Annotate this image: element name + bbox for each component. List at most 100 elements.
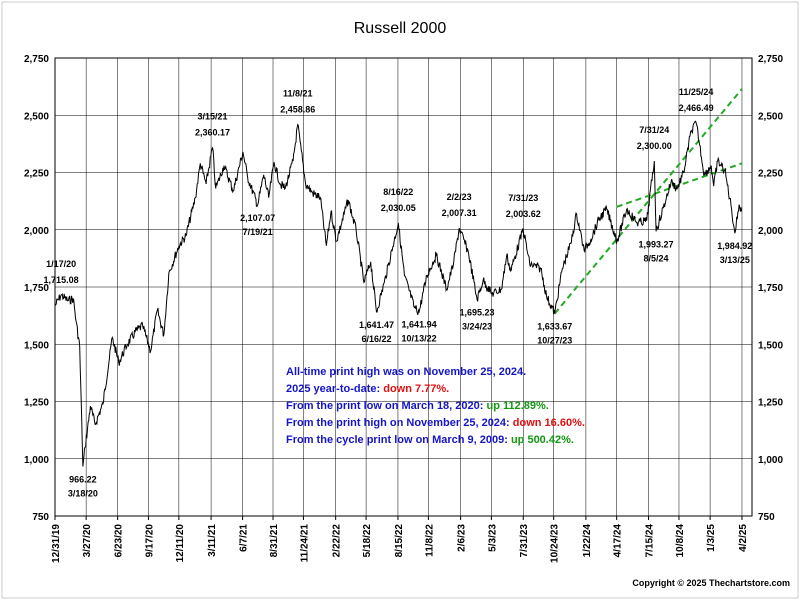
y-tick-label-left: 1,250 — [24, 398, 49, 409]
annotation-label: 3/15/21 — [197, 111, 227, 121]
y-axis-left: 750 1,000 1,250 1,500 1,750 2,000 2,250 2,500 2,… — [24, 54, 49, 523]
x-tick-label: 2/22/22 — [332, 524, 343, 558]
annotation-label: 1,993.27 — [639, 239, 674, 249]
annotation-label: 1,641.47 — [359, 320, 394, 330]
y-tick-label-left: 1,000 — [24, 455, 49, 466]
annotation-label: 3/18/20 — [68, 489, 98, 499]
note-ytd-label: 2025 year-to-date: — [286, 383, 384, 395]
annotation-label: 10/27/23 — [537, 336, 572, 346]
annotation-label: 1/17/20 — [46, 259, 76, 269]
trendlines — [553, 88, 743, 315]
annotation-label: 7/31/24 — [639, 125, 669, 135]
x-tick-label: 8/31/21 — [269, 524, 280, 558]
y-tick-label-left: 1,500 — [24, 340, 49, 351]
y-tick-label-left: 1,750 — [24, 283, 49, 294]
annotation-label: 2,360.17 — [195, 127, 230, 137]
x-tick-label: 1/22/24 — [582, 524, 593, 558]
annotation-label: 1,633.67 — [537, 322, 572, 332]
annotation-label: 8/16/22 — [383, 187, 413, 197]
x-tick-label: 12/11/20 — [175, 524, 186, 563]
trendline — [616, 162, 743, 208]
annotation-label: 7/31/23 — [508, 193, 538, 203]
y-tick-label-left: 750 — [32, 512, 49, 523]
note-from-2024-high: From the print high on November 25, 2024… — [286, 415, 585, 432]
annotation-label: 2,003.62 — [506, 209, 541, 219]
annotation-label: 1,641.94 — [402, 320, 437, 330]
note-from-2009-low-value: up 500.42%. — [510, 434, 574, 446]
x-tick-label: 12/31/19 — [51, 524, 62, 563]
x-tick-label: 9/17/20 — [144, 524, 155, 558]
y-tick-label-right: 1,500 — [758, 340, 783, 351]
y-tick-label-right: 1,250 — [758, 398, 783, 409]
note-all-time-high: All-time print high was on November 25, … — [286, 366, 527, 378]
y-tick-label-right: 750 — [758, 512, 775, 523]
y-tick-label-left: 2,500 — [24, 111, 49, 122]
y-tick-label-right: 1,750 — [758, 283, 783, 294]
x-tick-label: 1/3/25 — [706, 524, 717, 552]
note-ytd: 2025 year-to-date: down 7.77%. — [286, 381, 585, 398]
x-axis: 12/31/19 3/27/20 6/23/20 9/17/20 12/11/20 3/1… — [51, 516, 749, 563]
x-tick-label: 6/7/21 — [239, 524, 250, 552]
y-tick-label-left: 2,000 — [24, 226, 49, 237]
note-from-2009-low-label: From the cycle print low on March 9, 200… — [286, 434, 511, 446]
annotation-label: 2,030.05 — [381, 203, 416, 213]
grid-lines — [54, 58, 752, 516]
y-tick-label-left: 2,750 — [24, 54, 49, 65]
annotation-label: 2,007.31 — [442, 208, 477, 218]
annotation-label: 3/24/23 — [462, 322, 492, 332]
note-from-2024-high-value: down 16.60%. — [512, 417, 585, 429]
x-tick-label: 7/15/24 — [645, 524, 656, 558]
annotation-label: 2,466.49 — [679, 103, 714, 113]
price-line — [54, 120, 743, 467]
note-from-2020-low: From the print low on March 18, 2020: up… — [286, 398, 585, 415]
x-tick-label: 3/11/21 — [207, 524, 218, 557]
x-tick-label: 10/24/23 — [550, 524, 561, 563]
performance-notes: All-time print high was on November 25, … — [286, 364, 585, 449]
x-tick-label: 5/3/23 — [487, 524, 498, 552]
annotation-label: 1,695.23 — [460, 308, 495, 318]
chart-title: Russell 2000 — [353, 20, 447, 37]
note-from-2020-low-label: From the print low on March 18, 2020: — [286, 400, 487, 412]
y-axis-right: 750 1,000 1,250 1,500 1,750 2,000 2,250 2,500 2,… — [758, 54, 783, 523]
y-tick-label-right: 1,000 — [758, 455, 783, 466]
x-tick-label: 6/23/20 — [114, 524, 125, 558]
x-tick-label: 7/31/23 — [519, 524, 530, 558]
y-tick-label-right: 2,750 — [758, 54, 783, 65]
y-tick-label-right: 2,250 — [758, 169, 783, 180]
annotation-label: 11/25/24 — [679, 87, 714, 97]
annotation-label: 1,984.92 — [717, 241, 752, 251]
x-tick-label: 11/24/21 — [299, 524, 310, 563]
x-tick-label: 10/8/24 — [675, 524, 686, 558]
annotation-label: 11/8/21 — [283, 89, 313, 99]
x-tick-label: 3/27/20 — [82, 524, 93, 558]
x-tick-label: 11/8/22 — [424, 524, 435, 557]
annotation-label: 1,715.08 — [44, 275, 79, 285]
annotation-label: 2,300.00 — [637, 141, 672, 151]
annotation-label: 8/5/24 — [644, 253, 669, 263]
annotation-label: 2,458.86 — [280, 105, 315, 115]
y-tick-label-left: 2,250 — [24, 169, 49, 180]
annotation-label: 3/13/25 — [720, 255, 750, 265]
note-from-2009-low: From the cycle print low on March 9, 200… — [286, 432, 585, 449]
price-annotations: 1/17/20 1,715.08 966.22 3/18/20 3/15/21 2,360… — [44, 87, 753, 499]
x-tick-label: 4/2/25 — [738, 524, 749, 552]
copyright: Copyright © 2025 Thechartstore.com — [632, 578, 790, 588]
annotation-label: 2,107.07 — [240, 213, 275, 223]
x-tick-label: 5/18/22 — [362, 524, 373, 558]
note-from-2024-high-label: From the print high on November 25, 2024… — [286, 417, 513, 429]
note-ytd-value: down 7.77%. — [383, 383, 450, 395]
y-tick-label-right: 2,500 — [758, 111, 783, 122]
note-from-2020-low-value: up 112.89%. — [486, 400, 549, 412]
x-tick-label: 4/17/24 — [613, 524, 624, 558]
x-tick-label: 8/15/22 — [394, 524, 405, 558]
annotation-label: 10/13/22 — [402, 334, 437, 344]
annotation-label: 7/19/21 — [243, 227, 273, 237]
annotation-label: 2/2/23 — [447, 192, 472, 202]
trendline — [553, 88, 743, 315]
y-tick-label-right: 2,000 — [758, 226, 783, 237]
x-tick-label: 2/6/23 — [457, 524, 468, 552]
annotation-label: 6/16/22 — [361, 334, 391, 344]
annotation-label: 966.22 — [69, 475, 97, 485]
